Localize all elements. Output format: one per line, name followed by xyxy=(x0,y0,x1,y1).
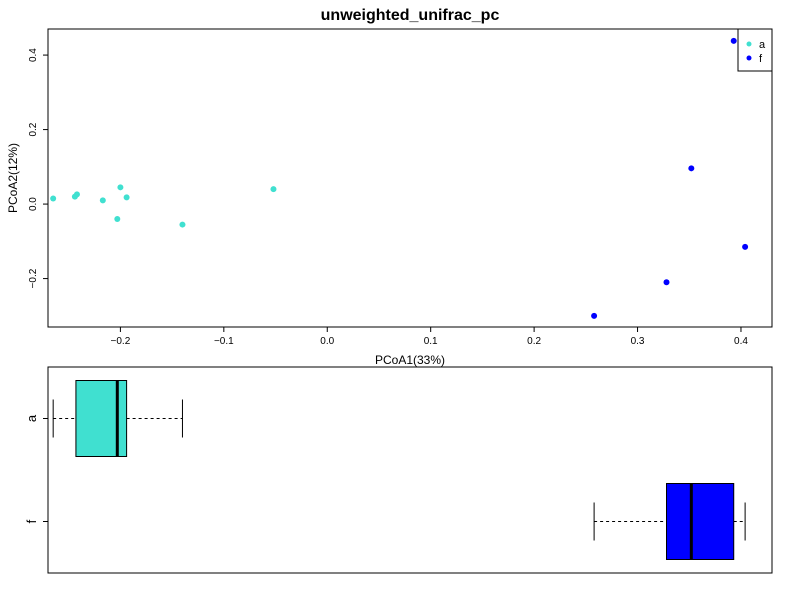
x-axis-title: PCoA1(33%) xyxy=(375,353,445,367)
legend-frame xyxy=(737,28,773,72)
x-tick-label: −0.1 xyxy=(214,336,234,347)
point-a xyxy=(114,215,121,222)
point-a xyxy=(270,186,277,193)
y-tick-label: −0.2 xyxy=(28,268,39,288)
scatter-points xyxy=(50,37,749,319)
legend-label-a: a xyxy=(759,39,766,51)
y-tick-label: 0.2 xyxy=(28,122,39,136)
x-tick-label: 0.4 xyxy=(734,336,748,347)
x-tick-label: 0.1 xyxy=(424,336,438,347)
x-tick-label: 0.3 xyxy=(631,336,645,347)
category-label-f: f xyxy=(24,519,39,523)
box-f xyxy=(593,483,746,560)
point-a xyxy=(123,194,130,201)
boxplot-frame xyxy=(47,366,773,574)
legend-marker-a xyxy=(746,41,752,47)
y-tick-label: 0.4 xyxy=(28,48,39,62)
point-f xyxy=(730,37,737,44)
y-axis-title: PCoA2(12%) xyxy=(6,143,20,213)
point-f xyxy=(591,312,598,319)
point-f xyxy=(663,279,670,286)
scatter-panel: −0.2 −0.1 0.0 0.1 0.2 0.3 0.4 −0.2 0.0 0.2 0.4 PC… xyxy=(6,28,773,367)
legend-marker-f xyxy=(746,55,752,61)
y-axis: −0.2 0.0 0.2 0.4 xyxy=(28,48,48,288)
y-tick-label: 0.0 xyxy=(28,197,39,211)
scatter-plot-frame xyxy=(47,28,773,328)
boxplot-boxes xyxy=(52,380,746,560)
x-axis: −0.2 −0.1 0.0 0.1 0.2 0.3 0.4 xyxy=(111,327,748,347)
box-iqr xyxy=(75,380,128,457)
legend: a f xyxy=(737,28,773,72)
point-a xyxy=(99,197,106,204)
point-a xyxy=(50,195,57,202)
category-label-a: a xyxy=(24,414,39,422)
point-a xyxy=(117,184,124,191)
point-f xyxy=(742,243,749,250)
box-iqr xyxy=(666,483,735,560)
x-tick-label: 0.2 xyxy=(527,336,541,347)
chart-title: unweighted_unifrac_pc xyxy=(321,7,500,24)
x-tick-label: 0.0 xyxy=(320,336,334,347)
legend-label-f: f xyxy=(759,53,763,65)
boxplot-category-axis: af xyxy=(24,414,48,523)
boxplot-panel: af xyxy=(24,366,773,574)
x-tick-label: −0.2 xyxy=(111,336,131,347)
point-a xyxy=(73,191,80,198)
point-f xyxy=(688,165,695,172)
point-a xyxy=(179,221,186,228)
box-a xyxy=(52,380,183,457)
